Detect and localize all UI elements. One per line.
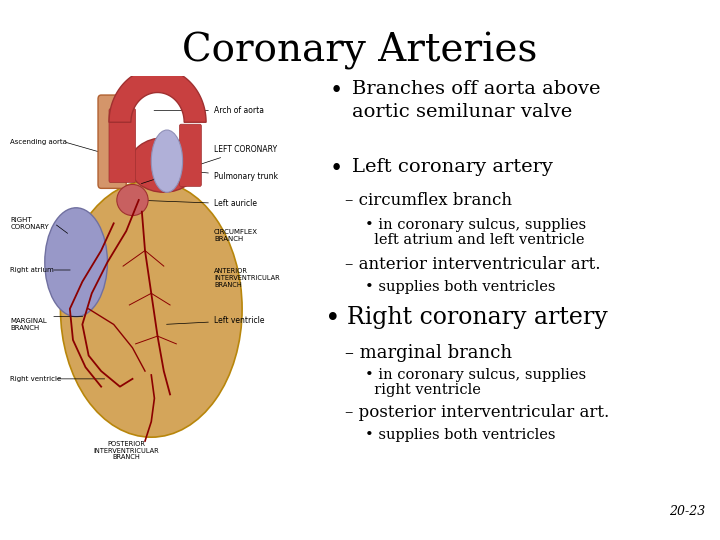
Text: •: • (325, 306, 341, 331)
Text: – anterior interventricular art.: – anterior interventricular art. (345, 256, 600, 273)
Text: Branches off aorta above
aortic semilunar valve: Branches off aorta above aortic semiluna… (352, 80, 600, 121)
Text: MARGINAL
BRANCH: MARGINAL BRANCH (10, 318, 47, 331)
Text: •: • (330, 158, 343, 180)
Ellipse shape (45, 208, 107, 316)
Text: ANTERIOR
INTERVENTRICULAR
BRANCH: ANTERIOR INTERVENTRICULAR BRANCH (214, 268, 279, 288)
Text: •: • (330, 80, 343, 102)
Ellipse shape (130, 138, 198, 192)
Ellipse shape (151, 130, 183, 192)
Text: right ventricle: right ventricle (365, 383, 481, 397)
Text: 20-23: 20-23 (669, 505, 705, 518)
FancyBboxPatch shape (179, 124, 202, 186)
Text: Right ventricle: Right ventricle (10, 376, 62, 382)
Text: – circumflex branch: – circumflex branch (345, 192, 512, 209)
Text: Ascending aorta: Ascending aorta (10, 139, 67, 145)
Ellipse shape (60, 180, 242, 437)
Text: RIGHT
CORONARY: RIGHT CORONARY (10, 217, 49, 230)
Text: – marginal branch: – marginal branch (345, 344, 512, 362)
Text: left atrium and left ventricle: left atrium and left ventricle (365, 233, 585, 247)
Text: • supplies both ventricles: • supplies both ventricles (365, 428, 556, 442)
Text: CIRCUMFLEX
BRANCH: CIRCUMFLEX BRANCH (214, 228, 258, 241)
Text: Right coronary artery: Right coronary artery (347, 306, 608, 329)
Text: Coronary Arteries: Coronary Arteries (182, 32, 538, 70)
Text: LEFT CORONARY: LEFT CORONARY (141, 145, 277, 184)
FancyBboxPatch shape (109, 109, 135, 183)
Text: • in coronary sulcus, supplies: • in coronary sulcus, supplies (365, 368, 586, 382)
Text: – posterior interventricular art.: – posterior interventricular art. (345, 404, 609, 421)
Polygon shape (109, 68, 206, 122)
Text: POSTERIOR
INTERVENTRICULAR
BRANCH: POSTERIOR INTERVENTRICULAR BRANCH (94, 441, 159, 460)
Text: Arch of aorta: Arch of aorta (154, 106, 264, 115)
Ellipse shape (117, 185, 148, 215)
Text: • in coronary sulcus, supplies: • in coronary sulcus, supplies (365, 218, 586, 232)
Text: Left ventricle: Left ventricle (166, 316, 264, 325)
Text: • supplies both ventricles: • supplies both ventricles (365, 280, 556, 294)
FancyBboxPatch shape (98, 95, 126, 188)
Text: Left auricle: Left auricle (135, 199, 257, 208)
Text: Pulmonary trunk: Pulmonary trunk (170, 169, 278, 181)
Text: Left coronary artery: Left coronary artery (352, 158, 553, 176)
Text: Right atrium: Right atrium (10, 267, 54, 273)
